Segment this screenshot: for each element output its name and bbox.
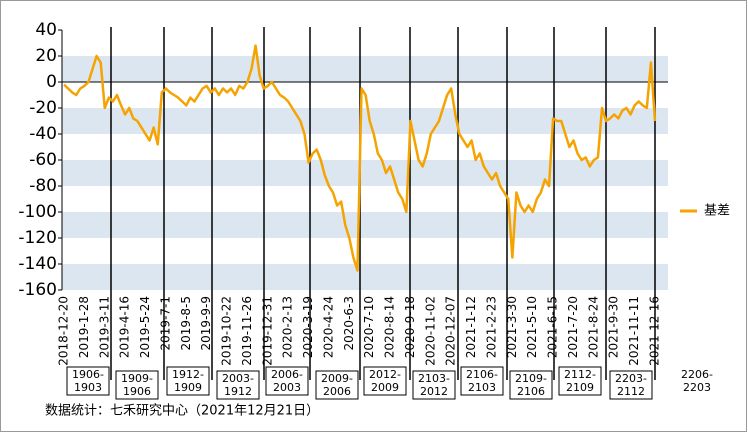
spread-label: 2003- [222, 372, 254, 385]
spread-label: 1903 [74, 381, 102, 394]
x-tick-label: 2020-11-02 [423, 296, 437, 366]
x-tick-label: 2020-2-13 [281, 296, 295, 358]
x-tick-label: 2020-8-14 [383, 296, 397, 358]
spread-label: 2006 [323, 385, 351, 398]
spread-box [216, 370, 260, 400]
spread-box [166, 366, 210, 396]
legend-label: 基差 [704, 204, 730, 219]
spread-box [558, 366, 602, 396]
y-tick-label: -120 [18, 228, 57, 248]
x-tick-label: 2021-9-30 [607, 296, 621, 358]
y-tick-label: 0 [46, 72, 57, 92]
x-tick-label: 2019-4-16 [118, 296, 132, 358]
y-tick-label: -100 [18, 202, 57, 222]
spread-label: 1906 [123, 385, 151, 398]
x-tick-label: 2020-6-3 [342, 296, 356, 350]
x-tick-label: 2021-6-15 [546, 296, 560, 358]
spread-label: 2006- [271, 368, 303, 381]
spread-label: 2112- [564, 368, 596, 381]
y-tick-label: -140 [18, 254, 57, 274]
x-tick-label: 2021-1-12 [464, 296, 478, 358]
y-tick-label: 40 [35, 20, 57, 40]
spread-label: 2009 [371, 381, 399, 394]
y-tick-label: -20 [29, 98, 57, 118]
spread-label: 2203- [615, 372, 647, 385]
x-tick-label: 2019-7-1 [158, 296, 172, 350]
spread-box [509, 370, 553, 400]
spread-label: 2012- [369, 368, 401, 381]
spread-label: 2203 [683, 381, 711, 394]
spread-label: 2109 [566, 381, 594, 394]
x-tick-label: 2021-11-11 [627, 296, 641, 366]
data-line [63, 44, 657, 272]
grid-band [62, 264, 668, 290]
y-tick-label: -80 [29, 176, 57, 196]
spread-box [315, 370, 359, 400]
grid-band [62, 108, 668, 134]
grid-band [62, 160, 668, 186]
spread-label: 1906- [72, 368, 104, 381]
y-tick-label: 20 [35, 46, 57, 66]
spread-label: 2109- [515, 372, 547, 385]
x-tick-label: 2021-5-10 [525, 296, 539, 358]
spread-box [265, 366, 309, 396]
y-tick-label: -40 [29, 124, 57, 144]
x-tick-label: 2019-1-28 [77, 296, 91, 358]
grid-band [62, 212, 668, 238]
spread-label: 1909 [174, 381, 202, 394]
spread-label: 2012 [420, 385, 448, 398]
spread-box [412, 370, 456, 400]
spread-label: 2103- [418, 372, 450, 385]
x-tick-label: 2020-12-07 [444, 296, 458, 366]
spread-label: 2206- [681, 368, 713, 381]
x-tick-label: 2021-7-20 [566, 296, 580, 358]
spread-label: 2103 [468, 381, 496, 394]
x-tick-label: 2019-12-31 [260, 296, 274, 366]
y-tick-label: -160 [18, 280, 57, 300]
x-tick-label: 2019-5-24 [138, 296, 152, 358]
spread-box [460, 366, 504, 396]
x-tick-label: 2021-3-30 [505, 296, 519, 358]
spread-box [363, 366, 407, 396]
x-tick-label: 2020-7-10 [362, 296, 376, 358]
x-tick-label: 2019-10-22 [220, 296, 234, 366]
spread-label: 2106- [466, 368, 498, 381]
spread-box [115, 370, 159, 400]
x-tick-label: 2020-3-19 [301, 296, 315, 358]
x-tick-label: 2021-8-24 [586, 296, 600, 358]
grid-band [62, 56, 668, 82]
spread-label: 1912 [224, 385, 252, 398]
x-tick-label: 2019-9-9 [199, 296, 213, 350]
x-tick-label: 2018-12-20 [57, 296, 71, 366]
x-tick-label: 2019-3-11 [97, 296, 111, 358]
spread-label: 2003 [273, 381, 301, 394]
x-tick-label: 2020-4-24 [321, 296, 335, 358]
spread-box [66, 366, 110, 396]
x-tick-label: 2019-8-5 [179, 296, 193, 350]
spread-label: 1909- [121, 372, 153, 385]
spread-box [609, 370, 653, 400]
x-tick-label: 2021-2-23 [484, 296, 498, 358]
x-tick-label: 2019-11-26 [240, 296, 254, 366]
y-tick-label: -60 [29, 150, 57, 170]
spread-label: 1912- [172, 368, 204, 381]
spread-label: 2112 [617, 385, 645, 398]
spread-label: 2106 [517, 385, 545, 398]
spread-label: 2009- [321, 372, 353, 385]
source-note: 数据统计：七禾研究中心（2021年12月21日） [45, 404, 319, 419]
